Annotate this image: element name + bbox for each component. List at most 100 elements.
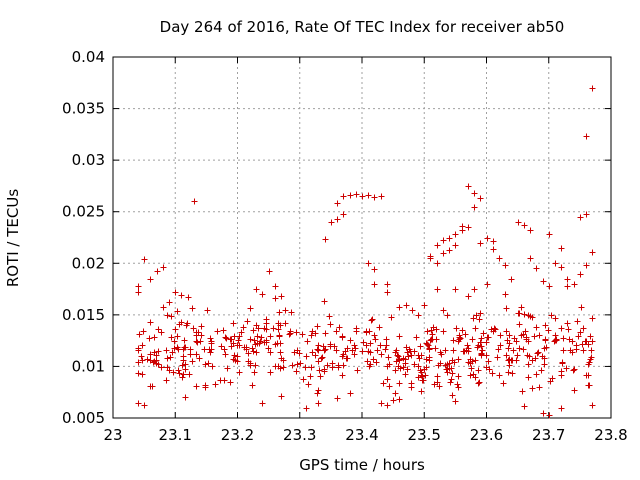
data-point — [314, 390, 321, 397]
data-point — [577, 329, 584, 336]
data-point — [552, 315, 559, 322]
y-tick-label: 0.04 — [72, 48, 105, 66]
data-point — [181, 337, 188, 344]
data-point — [534, 350, 541, 357]
data-point — [309, 328, 316, 335]
data-point — [253, 286, 260, 293]
data-point — [435, 362, 442, 369]
data-point — [546, 283, 553, 290]
data-point — [170, 369, 177, 376]
data-point — [535, 349, 542, 356]
data-point — [447, 379, 454, 386]
data-point — [204, 307, 211, 314]
data-point — [321, 347, 328, 354]
data-point — [334, 216, 341, 223]
data-point — [135, 283, 142, 290]
data-point — [520, 346, 527, 353]
data-point — [497, 342, 504, 349]
data-point — [403, 344, 410, 351]
data-point — [478, 351, 485, 358]
data-point — [540, 278, 547, 285]
data-point — [586, 359, 593, 366]
data-point — [522, 328, 529, 335]
data-point — [267, 349, 274, 356]
data-point — [393, 358, 400, 365]
data-point — [494, 354, 501, 361]
data-point — [432, 345, 439, 352]
data-point — [155, 348, 162, 355]
data-point — [214, 328, 221, 335]
data-point — [573, 346, 580, 353]
data-point — [249, 382, 256, 389]
data-point — [449, 392, 456, 399]
data-point — [415, 352, 422, 359]
data-point — [574, 318, 581, 325]
data-point — [154, 268, 161, 275]
data-point — [516, 310, 523, 317]
axis-ticks — [112, 56, 612, 419]
data-point — [367, 340, 374, 347]
data-point — [334, 200, 341, 207]
y-tick-label: 0.005 — [62, 409, 105, 427]
data-point — [404, 349, 411, 356]
data-point — [450, 347, 457, 354]
data-point — [234, 358, 241, 365]
data-point — [164, 312, 171, 319]
data-point — [280, 364, 287, 371]
x-tick-label: 23.3 — [283, 426, 316, 444]
data-point — [303, 405, 310, 412]
data-point — [570, 367, 577, 374]
data-point — [448, 376, 455, 383]
data-point — [247, 305, 254, 312]
data-point — [365, 192, 372, 199]
data-point — [222, 334, 229, 341]
data-point — [470, 371, 477, 378]
data-point — [227, 379, 234, 386]
data-point — [489, 370, 496, 377]
data-point — [235, 337, 242, 344]
data-point — [371, 332, 378, 339]
data-point — [315, 342, 322, 349]
data-point — [317, 373, 324, 380]
data-point — [171, 345, 178, 352]
data-point — [374, 347, 381, 354]
data-point — [465, 224, 472, 231]
data-point — [172, 289, 179, 296]
data-point — [249, 345, 256, 352]
data-point — [378, 400, 385, 407]
data-point — [254, 333, 261, 340]
data-point — [158, 364, 165, 371]
data-point — [315, 387, 322, 394]
data-point — [405, 353, 412, 360]
data-point — [503, 305, 510, 312]
data-point — [314, 346, 321, 353]
data-point — [588, 347, 595, 354]
data-point — [179, 374, 186, 381]
data-point — [429, 331, 436, 338]
data-point — [589, 338, 596, 345]
data-point — [267, 369, 274, 376]
data-point — [404, 366, 411, 373]
data-point — [506, 362, 513, 369]
data-point — [497, 332, 504, 339]
data-point — [278, 293, 285, 300]
data-point — [139, 357, 146, 364]
data-point — [580, 347, 587, 354]
data-point — [359, 348, 366, 355]
data-point — [449, 370, 456, 377]
data-point — [171, 338, 178, 345]
data-point — [231, 352, 238, 359]
data-point — [278, 393, 285, 400]
data-point — [525, 374, 532, 381]
data-point — [468, 365, 475, 372]
data-point — [316, 367, 323, 374]
data-point — [334, 395, 341, 402]
data-point — [505, 369, 512, 376]
data-point — [455, 384, 462, 391]
data-point — [529, 314, 536, 321]
y-tick-label: 0.02 — [72, 254, 105, 272]
data-point — [397, 365, 404, 372]
data-point — [245, 358, 252, 365]
data-point — [455, 373, 462, 380]
data-point — [149, 383, 156, 390]
